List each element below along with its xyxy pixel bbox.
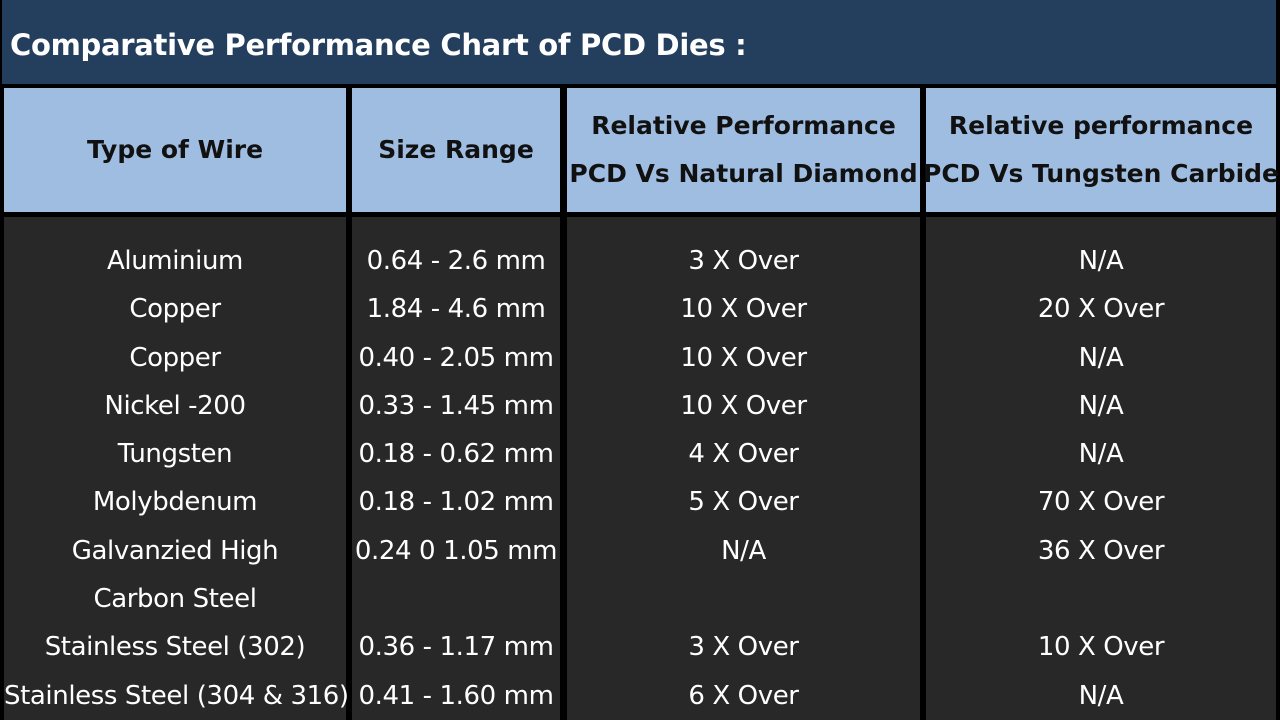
header-line: Relative performance bbox=[948, 111, 1254, 140]
rows-size-range: 0.64 - 2.6 mm 1.84 - 4.6 mm 0.40 - 2.05 mm… bbox=[352, 237, 560, 720]
table-cell-natural: N/A bbox=[721, 535, 766, 566]
table-cell-carbide bbox=[926, 575, 1276, 623]
rows-vs-natural-diamond: 3 X Over 10 X Over 10 X Over 10 X Over 4 X O… bbox=[567, 237, 920, 720]
table-cell-type: Nickel -200 bbox=[104, 390, 246, 421]
table-cell-natural: 3 X Over bbox=[688, 632, 799, 663]
body-type-of-wire bbox=[4, 217, 346, 720]
table-cell-type: Stainless Steel (302) bbox=[44, 632, 306, 663]
table-cell-natural: 3 X Over bbox=[688, 246, 799, 276]
header-type-of-wire: Type of Wire bbox=[4, 88, 346, 212]
rows-vs-tungsten-carbide: N/A 20 X Over N/A N/A N/A 70 X Over 36 X Over 1… bbox=[926, 237, 1276, 720]
table-cell-type: Molybdenum bbox=[92, 487, 258, 518]
table-cell-carbide: N/A bbox=[1078, 390, 1124, 421]
table-cell-size: 0.18 - 0.62 mm bbox=[358, 439, 554, 470]
body-size-range bbox=[352, 217, 560, 720]
header-line: PCD Vs Natural Diamond bbox=[569, 159, 918, 188]
table-cell-type: Copper bbox=[129, 294, 221, 325]
table-cell-size bbox=[352, 575, 560, 623]
table-cell-carbide: N/A bbox=[1078, 246, 1124, 276]
chart-title: Comparative Performance Chart of PCD Die… bbox=[10, 28, 747, 62]
header-vs-tungsten-carbide: Relative performance PCD Vs Tungsten Car… bbox=[923, 88, 1280, 212]
table-cell-natural: 10 X Over bbox=[680, 390, 807, 421]
table-cell-size: 0.64 - 2.6 mm bbox=[366, 246, 546, 276]
table-cell-carbide: 36 X Over bbox=[1037, 535, 1165, 566]
table-cell-carbide: 70 X Over bbox=[1037, 487, 1165, 518]
table-cell-type: Galvanzied High bbox=[71, 535, 279, 566]
table-cell-natural: 6 X Over bbox=[688, 680, 799, 711]
header-line: PCD Vs Tungsten Carbide bbox=[923, 159, 1280, 188]
table-cell-carbide: 20 X Over bbox=[1037, 294, 1165, 325]
column-vs-tungsten-carbide: Relative performance PCD Vs Tungsten Car… bbox=[923, 88, 1280, 720]
header-line: Size Range bbox=[378, 135, 534, 164]
table-cell-carbide: 10 X Over bbox=[1037, 632, 1165, 663]
header-size-range: Size Range bbox=[352, 88, 560, 212]
table-cell-size: 0.41 - 1.60 mm bbox=[358, 680, 554, 711]
table-cell-carbide: N/A bbox=[1078, 439, 1124, 470]
table-cell-type: Stainless Steel (304 & 316) bbox=[4, 680, 349, 711]
table-cell-natural bbox=[567, 575, 920, 623]
column-vs-natural-diamond: Relative Performance PCD Vs Natural Diam… bbox=[567, 88, 920, 720]
body-vs-natural-diamond bbox=[567, 217, 920, 720]
table-cell-type: Copper bbox=[129, 342, 221, 373]
table-cell-size: 0.24 0 1.05 mm bbox=[354, 535, 558, 566]
header-line: Type of Wire bbox=[86, 135, 264, 164]
table-cell-carbide: N/A bbox=[1078, 680, 1124, 711]
column-type-of-wire: Type of Wire Aluminium Copper Copper Nickel… bbox=[4, 88, 349, 720]
table-cell-natural: 10 X Over bbox=[680, 294, 807, 325]
header-vs-natural-diamond: Relative Performance PCD Vs Natural Diam… bbox=[567, 88, 920, 212]
table-cell-size: 0.18 - 1.02 mm bbox=[358, 487, 554, 518]
table-cell-natural: 5 X Over bbox=[688, 487, 799, 518]
table-cell-size: 0.40 - 2.05 mm bbox=[358, 342, 554, 373]
table-cell-size: 0.33 - 1.45 mm bbox=[358, 390, 554, 421]
table-cell-size: 0.36 - 1.17 mm bbox=[358, 632, 554, 663]
table-cell-carbide: N/A bbox=[1078, 342, 1124, 373]
table-cell-natural: 10 X Over bbox=[680, 342, 807, 373]
table-cell-type: Tungsten bbox=[117, 439, 233, 470]
body-vs-tungsten-carbide bbox=[926, 217, 1276, 720]
table-cell-type: Aluminium bbox=[107, 246, 243, 276]
column-size-range: Size Range 0.64 - 2.6 mm 1.84 - 4.6 mm 0.4… bbox=[352, 88, 560, 720]
title-bar: Comparative Performance Chart of PCD Die… bbox=[2, 0, 1276, 84]
rows-type-of-wire: Aluminium Copper Copper Nickel -200 Tungsten… bbox=[4, 237, 349, 720]
table-cell-natural: 4 X Over bbox=[688, 439, 799, 470]
table-cell-type: Carbon Steel bbox=[93, 584, 257, 615]
table-cell-size: 1.84 - 4.6 mm bbox=[366, 294, 546, 325]
header-line: Relative Performance bbox=[591, 111, 896, 140]
